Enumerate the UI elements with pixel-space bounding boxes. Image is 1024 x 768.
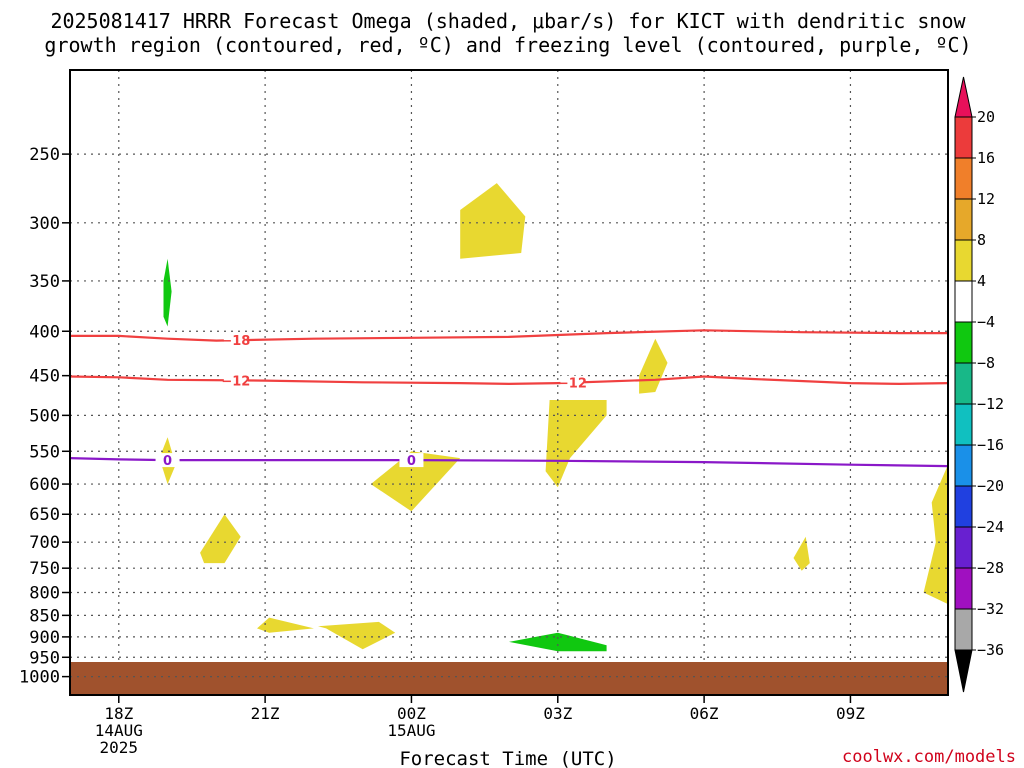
omega-region	[545, 400, 607, 488]
colorbar-box	[954, 157, 973, 200]
x-tick-label: 2025	[100, 738, 139, 757]
colorbar-label: −12	[977, 395, 1004, 413]
x-tick-label: 14AUG	[95, 721, 143, 740]
colorbar-label: 8	[977, 231, 986, 249]
y-tick-label: 600	[29, 475, 60, 495]
colorbar-label: −36	[977, 641, 1004, 659]
y-tick-label: 550	[29, 442, 60, 462]
colorbar-label: 20	[977, 108, 995, 126]
colorbar-box	[954, 198, 973, 241]
colorbar-label: −8	[977, 354, 995, 372]
chart-title-line: growth region (contoured, red, ºC) and f…	[44, 33, 971, 57]
omega-region	[639, 338, 668, 394]
contour-line-dendritic	[70, 329, 948, 342]
omega-region	[200, 514, 241, 564]
contour-label-bg	[560, 375, 585, 390]
chart-title: 2025081417 HRRR Forecast Omega (shaded, …	[44, 9, 971, 57]
colorbar-label: 4	[977, 272, 986, 290]
contour-label: 0	[163, 454, 172, 469]
contour-label-bg	[223, 373, 248, 388]
x-tick-label: 03Z	[543, 704, 572, 723]
omega-region	[163, 258, 172, 327]
contour-label-bg	[155, 453, 180, 468]
colorbar-top-triangle	[954, 76, 973, 118]
colorbar-box	[954, 403, 973, 446]
credit-text[interactable]: coolwx.com/models	[842, 747, 1016, 767]
contour-label-bg	[399, 453, 424, 468]
x-tick-label: 15AUG	[387, 721, 435, 740]
x-tick-label: 00Z	[397, 704, 426, 723]
contour-label: −12	[221, 374, 250, 389]
y-tick-label: 850	[29, 606, 60, 626]
omega-region	[318, 621, 396, 650]
x-axis-title: Forecast Time (UTC)	[399, 748, 616, 768]
contour-label: −12	[558, 377, 587, 392]
y-tick-label: 900	[29, 628, 60, 648]
colorbar-box	[954, 567, 973, 610]
colorbar-label: −4	[977, 313, 995, 331]
colorbar-box	[954, 485, 973, 528]
colorbar-label: 12	[977, 190, 995, 208]
contours: −18 −12 −12 0 0	[70, 329, 948, 469]
chart-title-line: 2025081417 HRRR Forecast Omega (shaded, …	[50, 9, 966, 33]
terrain-fill	[70, 662, 948, 695]
contour-label-bg	[223, 333, 248, 348]
contour-label: −18	[221, 334, 250, 349]
colorbar-box	[954, 116, 973, 159]
y-tick-label: 400	[29, 322, 60, 342]
y-tick-label: 950	[29, 648, 60, 668]
omega-region	[370, 451, 461, 512]
colorbar-box	[954, 239, 973, 282]
omega-region	[460, 183, 526, 259]
colorbar-box	[954, 608, 973, 651]
colorbar: 20 16 12 8 4 −4 −8 −12 −16 −20 −24 −28 −32 −36	[954, 76, 1004, 693]
y-tick-label: 650	[29, 505, 60, 525]
y-tick-label: 700	[29, 533, 60, 553]
y-tick-label: 300	[29, 214, 60, 234]
x-tick-label: 09Z	[836, 704, 865, 723]
contour-label: 0	[407, 454, 416, 469]
omega-shading	[159, 183, 948, 652]
omega-region	[793, 536, 810, 571]
omega-region	[509, 632, 607, 652]
colorbar-label: −28	[977, 559, 1004, 577]
y-tick-label: 250	[29, 145, 60, 165]
y-tick-label: 450	[29, 367, 60, 387]
y-axis: 2503003504004505005506006507007508008509…	[19, 145, 70, 688]
x-tick-label: 06Z	[690, 704, 719, 723]
grid-lines	[70, 70, 948, 678]
plot-frame	[69, 69, 949, 696]
colorbar-bottom-triangle	[954, 649, 973, 693]
colorbar-label: −20	[977, 477, 1004, 495]
colorbar-box	[954, 444, 973, 487]
colorbar-box	[954, 280, 973, 323]
colorbar-box	[954, 362, 973, 405]
y-tick-label: 1000	[19, 668, 60, 688]
y-tick-label: 500	[29, 406, 60, 426]
x-tick-label: 18Z	[104, 704, 133, 723]
colorbar-box	[954, 526, 973, 569]
y-tick-label: 800	[29, 584, 60, 604]
contour-line-dendritic	[70, 375, 948, 386]
colorbar-label: −32	[977, 600, 1004, 618]
plot-border	[69, 69, 949, 696]
colorbar-label: 16	[977, 149, 995, 167]
omega-region	[257, 617, 314, 633]
y-tick-label: 350	[29, 272, 60, 292]
colorbar-box	[954, 321, 973, 364]
colorbar-label: −24	[977, 518, 1004, 536]
colorbar-label: −16	[977, 436, 1004, 454]
terrain-fill-rect	[70, 662, 948, 695]
y-tick-label: 750	[29, 559, 60, 579]
x-tick-label: 21Z	[251, 704, 280, 723]
omega-region	[923, 464, 948, 605]
contour-line-freezing	[70, 457, 948, 468]
